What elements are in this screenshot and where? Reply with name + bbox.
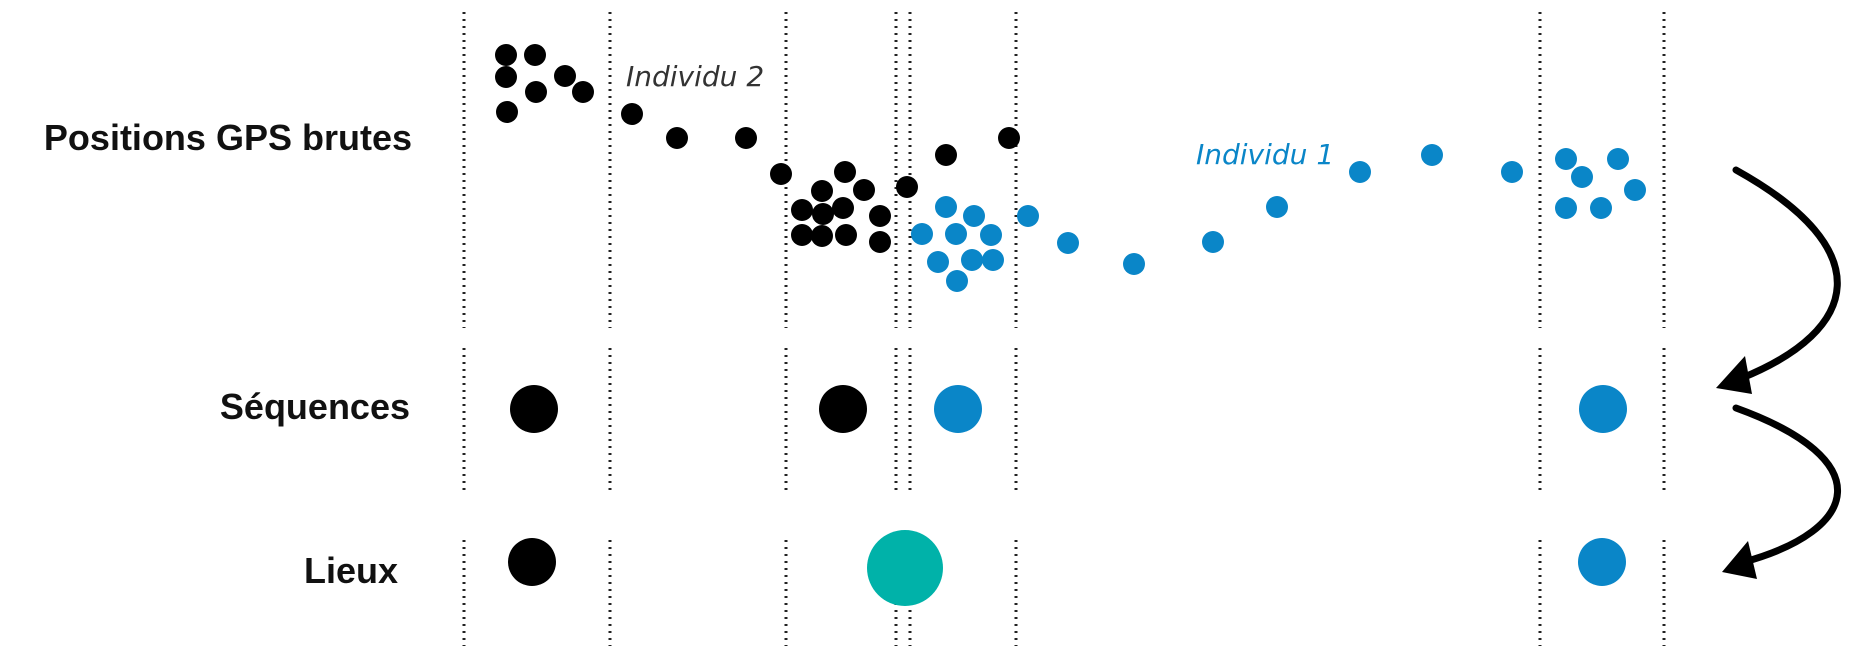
gps-point <box>1202 231 1224 253</box>
gps-point <box>935 196 957 218</box>
arrow-curve <box>1732 166 1841 382</box>
gps-point <box>1571 166 1593 188</box>
gps-point <box>896 176 918 198</box>
row-label-sequences: Séquences <box>219 386 410 427</box>
label-individual-2: Individu 2 <box>626 60 765 93</box>
gps-point <box>1501 161 1523 183</box>
gps-point <box>935 144 957 166</box>
gps-point <box>1349 161 1371 183</box>
gps-point <box>811 225 833 247</box>
gps-point <box>911 223 933 245</box>
gps-point <box>945 223 967 245</box>
place-point <box>508 538 556 586</box>
gps-point <box>1555 148 1577 170</box>
gps-point <box>961 249 983 271</box>
sequence-point <box>1579 385 1627 433</box>
gps-point <box>495 66 517 88</box>
gps-point <box>1590 197 1612 219</box>
place-points <box>508 530 1626 606</box>
gps-point <box>1607 148 1629 170</box>
row-label-raw-gps: Positions GPS brutes <box>43 117 412 158</box>
gps-point <box>812 203 834 225</box>
gps-point <box>496 101 518 123</box>
gps-point <box>980 224 1002 246</box>
gps-point <box>869 205 891 227</box>
gps-point <box>998 127 1020 149</box>
gps-point <box>572 81 594 103</box>
gps-point <box>524 44 546 66</box>
gps-point <box>869 231 891 253</box>
gps-point <box>1421 144 1443 166</box>
label-individual-1: Individu 1 <box>1196 138 1335 171</box>
gps-point <box>963 205 985 227</box>
sequence-point <box>934 385 982 433</box>
gps-point <box>982 249 1004 271</box>
gps-point <box>1123 253 1145 275</box>
gps-point <box>791 224 813 246</box>
gps-point <box>1266 196 1288 218</box>
gps-point <box>735 127 757 149</box>
gps-point <box>666 127 688 149</box>
gps-point <box>835 224 857 246</box>
gps-point <box>811 180 833 202</box>
gps-point <box>791 199 813 221</box>
gps-point <box>1624 179 1646 201</box>
gps-point <box>853 179 875 201</box>
gps-point <box>946 270 968 292</box>
arrowhead <box>1722 541 1757 579</box>
gps-point <box>832 197 854 219</box>
row-label-places: Lieux <box>303 550 398 591</box>
gps-point <box>1017 205 1039 227</box>
place-point <box>1578 538 1626 586</box>
arrow-curve <box>1732 404 1841 566</box>
arrows <box>1716 166 1841 579</box>
shared-place-point <box>867 530 943 606</box>
sequence-point <box>819 385 867 433</box>
sequence-points <box>510 385 1627 433</box>
gps-point <box>495 44 517 66</box>
gps-point <box>554 65 576 87</box>
gps-point <box>927 251 949 273</box>
gps-point <box>770 163 792 185</box>
gps-point <box>834 161 856 183</box>
sequence-point <box>510 385 558 433</box>
arrowhead <box>1716 356 1752 394</box>
gps-point <box>621 103 643 125</box>
gps-point <box>525 81 547 103</box>
divider-lines <box>462 12 1666 646</box>
gps-point <box>1555 197 1577 219</box>
raw-gps-points <box>495 44 1646 292</box>
gps-point <box>1057 232 1079 254</box>
